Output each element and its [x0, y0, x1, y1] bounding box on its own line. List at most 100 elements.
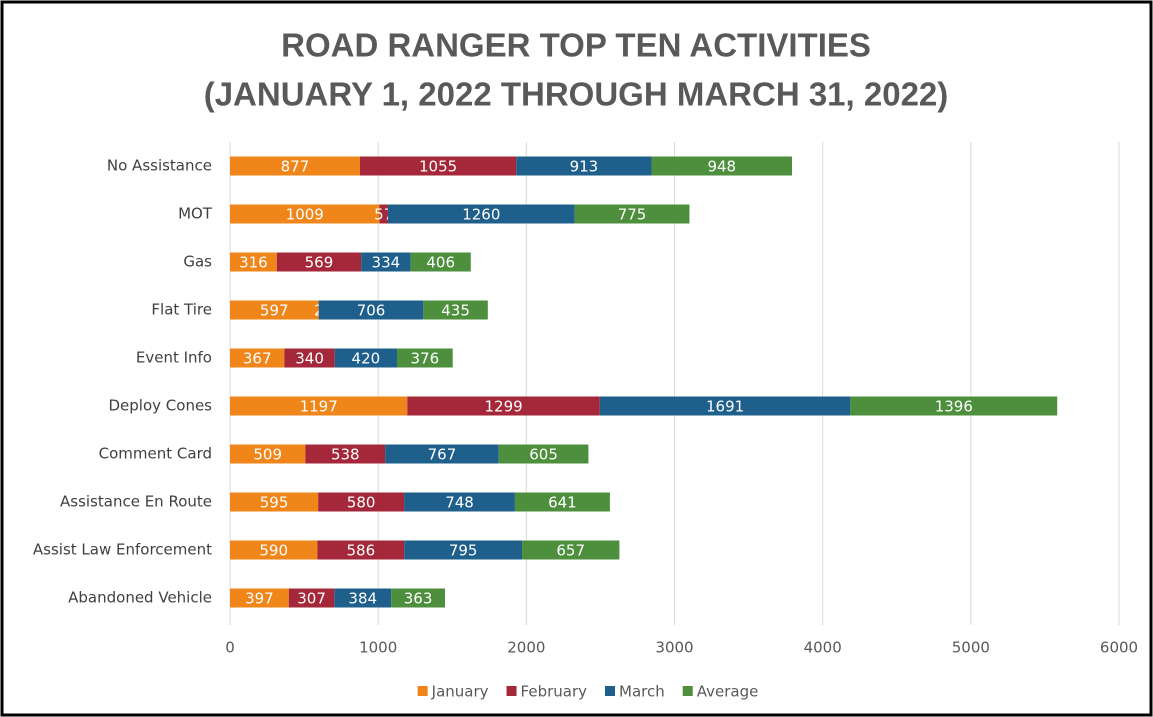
bar-segment — [284, 348, 335, 368]
value-label: 316 — [239, 254, 268, 272]
value-label: 307 — [297, 590, 326, 608]
bar-segment — [516, 156, 652, 176]
category-label: Abandoned Vehicle — [68, 589, 212, 607]
legend-swatch — [682, 686, 693, 696]
bar-segment — [230, 396, 408, 416]
bar-segment — [850, 396, 1058, 416]
x-tick-label: 2000 — [507, 639, 545, 657]
category-label: Comment Card — [99, 445, 212, 463]
bar-segment — [522, 540, 620, 560]
value-label: 595 — [260, 494, 289, 512]
bar-segment — [410, 252, 471, 272]
bar-segment — [385, 444, 499, 464]
bar-segment — [599, 396, 851, 416]
bar-segment — [230, 540, 318, 560]
category-label: No Assistance — [107, 157, 212, 175]
chart-title: ROAD RANGER TOP TEN ACTIVITIES — [281, 27, 871, 64]
bar-segment — [396, 348, 453, 368]
value-label: 1055 — [419, 158, 457, 176]
value-label: 913 — [570, 158, 599, 176]
value-label: 605 — [529, 446, 558, 464]
category-label: Assistance En Route — [60, 493, 212, 511]
value-label: 657 — [556, 542, 585, 560]
value-label: 397 — [245, 590, 274, 608]
bar-segment — [404, 540, 523, 560]
bar-segment — [514, 492, 610, 512]
legend-label: January — [431, 683, 489, 701]
bar-segment — [651, 156, 792, 176]
value-label: 1260 — [462, 206, 500, 224]
legend-label: March — [619, 683, 665, 701]
category-label: MOT — [178, 205, 213, 223]
bar-segment — [305, 444, 386, 464]
value-label: 1396 — [935, 398, 973, 416]
bar-segment — [574, 204, 690, 224]
category-label: Event Info — [136, 349, 212, 367]
category-label: Flat Tire — [151, 301, 212, 319]
chart-title: (JANUARY 1, 2022 THROUGH MARCH 31, 2022) — [204, 76, 949, 113]
value-label: 406 — [426, 254, 455, 272]
legend-swatch — [417, 686, 428, 696]
value-label: 2 — [314, 302, 324, 320]
bar-segment — [230, 204, 380, 224]
bar-segment — [230, 348, 285, 368]
value-label: 509 — [253, 446, 282, 464]
value-label: 420 — [352, 350, 381, 368]
bar-segment — [359, 156, 517, 176]
bar-segment — [498, 444, 589, 464]
value-label: 363 — [404, 590, 433, 608]
bar-segment — [334, 588, 392, 608]
bar-segment — [387, 204, 575, 224]
legend-swatch — [506, 686, 517, 696]
bar-segment — [407, 396, 600, 416]
value-label: 706 — [357, 302, 386, 320]
bar-segment — [230, 252, 277, 272]
value-label: 590 — [259, 542, 288, 560]
value-label: 1299 — [484, 398, 522, 416]
value-label: 1009 — [286, 206, 324, 224]
legend-label: February — [521, 683, 588, 701]
value-label: 384 — [348, 590, 377, 608]
value-label: 340 — [295, 350, 324, 368]
x-tick-label: 5000 — [952, 639, 990, 657]
x-tick-label: 1000 — [359, 639, 397, 657]
bar-segment — [230, 588, 289, 608]
legend-swatch — [605, 686, 615, 696]
value-label: 376 — [411, 350, 440, 368]
category-label: Deploy Cones — [109, 397, 213, 415]
value-label: 641 — [548, 494, 577, 512]
value-label: 435 — [441, 302, 470, 320]
bar-segment — [317, 540, 405, 560]
value-label: 767 — [428, 446, 457, 464]
value-label: 367 — [243, 350, 272, 368]
bar-segment — [391, 588, 445, 608]
bar-segment — [230, 156, 360, 176]
value-label: 795 — [449, 542, 478, 560]
value-label: 775 — [618, 206, 647, 224]
value-label: 569 — [305, 254, 334, 272]
value-label: 1197 — [300, 398, 338, 416]
value-label: 334 — [372, 254, 401, 272]
bar-segment — [318, 492, 405, 512]
bar-segment — [318, 300, 424, 320]
bar-segment — [379, 204, 388, 224]
value-label: 538 — [331, 446, 360, 464]
x-tick-label: 3000 — [655, 639, 693, 657]
legend-label: Average — [697, 683, 759, 701]
value-label: 580 — [347, 494, 376, 512]
value-label: 748 — [445, 494, 474, 512]
bar-segment — [404, 492, 515, 512]
bar-segment — [230, 444, 306, 464]
bar-segment — [423, 300, 488, 320]
x-tick-label: 6000 — [1100, 639, 1138, 657]
value-label: 586 — [347, 542, 376, 560]
value-label: 597 — [260, 302, 289, 320]
bar-segment — [288, 588, 335, 608]
value-label: 877 — [281, 158, 310, 176]
category-label: Gas — [183, 253, 212, 271]
x-tick-label: 0 — [225, 639, 235, 657]
value-label: 1691 — [706, 398, 744, 416]
bar-segment — [361, 252, 411, 272]
